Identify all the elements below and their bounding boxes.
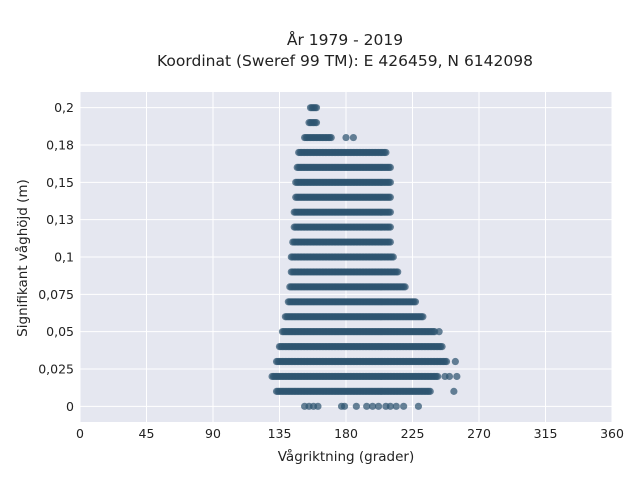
data-point (434, 372, 442, 381)
y-tick-label: 0,13 (46, 212, 74, 227)
data-point (382, 148, 390, 157)
data-point (340, 402, 349, 410)
data-point (442, 357, 451, 366)
x-axis-ticks: 0 45 90 135 180 225 270 315 360 (76, 426, 624, 441)
data-point (445, 372, 454, 381)
y-axis-label: Signifikant våghöjd (m) (14, 179, 31, 337)
chart-title: År 1979 - 2019 (287, 30, 403, 49)
data-point (426, 387, 434, 395)
data-point (386, 193, 394, 201)
data-point (312, 104, 321, 112)
data-point (386, 238, 394, 246)
data-point (400, 402, 408, 410)
x-tick-label: 360 (600, 426, 624, 441)
data-point (314, 402, 322, 410)
data-point (349, 133, 357, 142)
data-points (268, 104, 461, 410)
data-point (386, 163, 394, 172)
data-point (386, 223, 394, 231)
data-point (374, 402, 383, 410)
x-tick-label: 0 (76, 426, 84, 441)
data-point (394, 268, 402, 276)
y-tick-label: 0,1 (54, 250, 74, 265)
data-point (392, 402, 400, 410)
data-point (438, 342, 446, 351)
x-tick-label: 180 (334, 426, 358, 441)
x-tick-label: 135 (268, 426, 292, 441)
data-point (419, 313, 427, 321)
data-point (352, 402, 360, 410)
y-tick-label: 0,2 (54, 100, 74, 115)
data-point (451, 357, 459, 366)
y-tick-label: 0,05 (46, 324, 74, 339)
x-tick-label: 90 (205, 426, 221, 441)
data-point (386, 208, 394, 216)
y-tick-label: 0 (66, 399, 74, 414)
data-point (327, 133, 335, 142)
data-point (369, 402, 377, 410)
data-point (389, 253, 397, 261)
y-tick-label: 0,025 (38, 361, 74, 376)
y-axis-ticks: 0 0,025 0,05 0,075 0,1 0,13 0,15 0,18 0,2 (38, 100, 74, 414)
data-point (401, 283, 409, 291)
y-tick-label: 0,18 (46, 138, 74, 153)
data-point (342, 133, 350, 142)
data-point (312, 119, 321, 127)
data-point (453, 372, 461, 381)
data-point (386, 178, 394, 186)
x-tick-label: 45 (139, 426, 155, 441)
chart-subtitle: Koordinat (Sweref 99 TM): E 426459, N 61… (157, 52, 533, 70)
x-axis-label: Vågriktning (grader) (278, 448, 415, 465)
data-point (435, 328, 443, 336)
y-tick-label: 0,075 (38, 287, 74, 302)
data-point (450, 387, 458, 395)
y-tick-label: 0,15 (46, 175, 74, 190)
x-tick-label: 225 (401, 426, 425, 441)
data-point (411, 298, 420, 306)
data-point (386, 402, 394, 410)
x-tick-label: 270 (467, 426, 491, 441)
x-tick-label: 315 (534, 426, 558, 441)
data-point (363, 402, 371, 410)
data-point (414, 402, 423, 410)
